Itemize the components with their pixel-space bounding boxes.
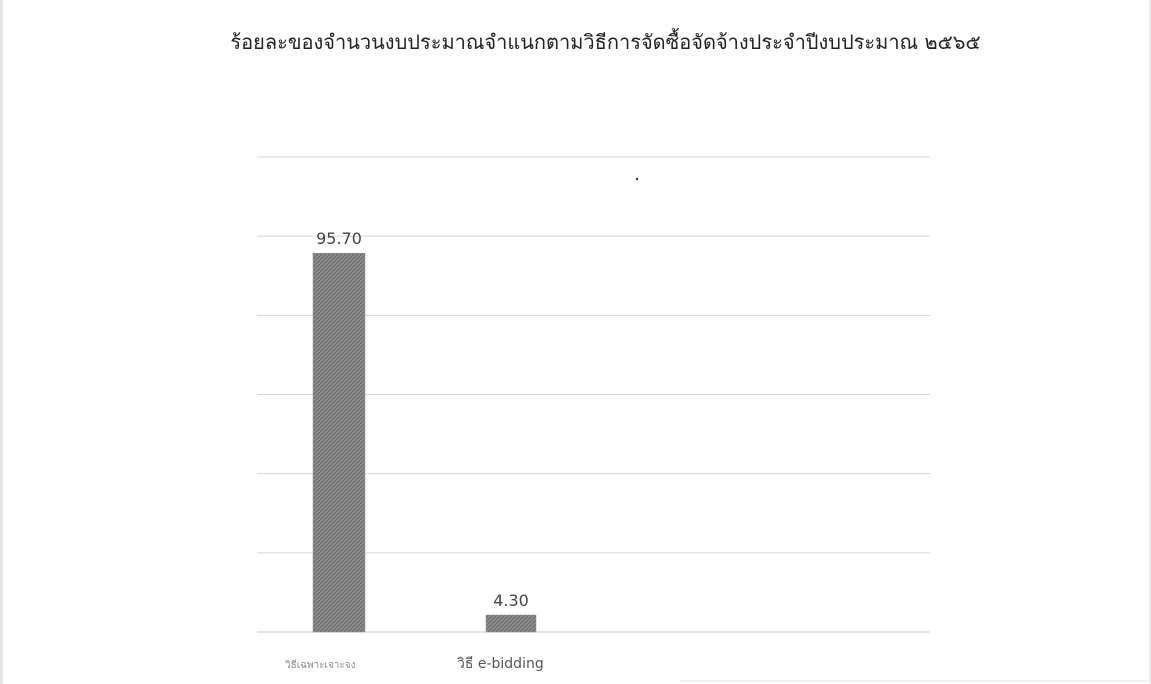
bar-2 (485, 614, 537, 633)
data-labels: 95.70 4.30 (316, 229, 529, 610)
data-label-2: 4.30 (493, 591, 529, 610)
bar-1 (312, 252, 366, 633)
data-label-1: 95.70 (316, 229, 362, 248)
category-label-2: วิธี e-bidding (457, 656, 544, 672)
category-label-1: วิธีเฉพาะเจาะจง (285, 659, 356, 671)
gridlines (257, 156, 930, 633)
stray-dot (635, 177, 639, 181)
chart-title: ร้อยละของจำนวนงบประมาณจำแนกตามวิธีการจัด… (230, 30, 981, 54)
bars (312, 252, 537, 633)
category-labels: วิธีเฉพาะเจาะจง วิธี e-bidding (285, 656, 544, 672)
